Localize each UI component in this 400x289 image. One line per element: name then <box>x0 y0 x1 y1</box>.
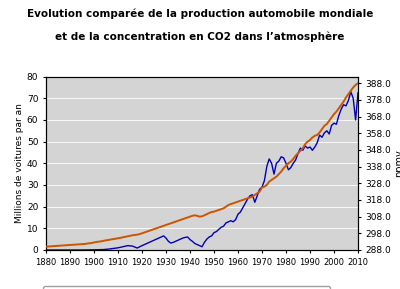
Legend: Production automobile mondiale, CO2 en ppmv: Production automobile mondiale, CO2 en p… <box>43 286 330 289</box>
Y-axis label: ppmv: ppmv <box>394 149 400 177</box>
Y-axis label: Millions de voitures par an: Millions de voitures par an <box>15 103 24 223</box>
Text: Evolution comparée de la production automobile mondiale: Evolution comparée de la production auto… <box>27 9 373 19</box>
Text: et de la concentration en CO2 dans l’atmosphère: et de la concentration en CO2 dans l’atm… <box>55 32 345 42</box>
